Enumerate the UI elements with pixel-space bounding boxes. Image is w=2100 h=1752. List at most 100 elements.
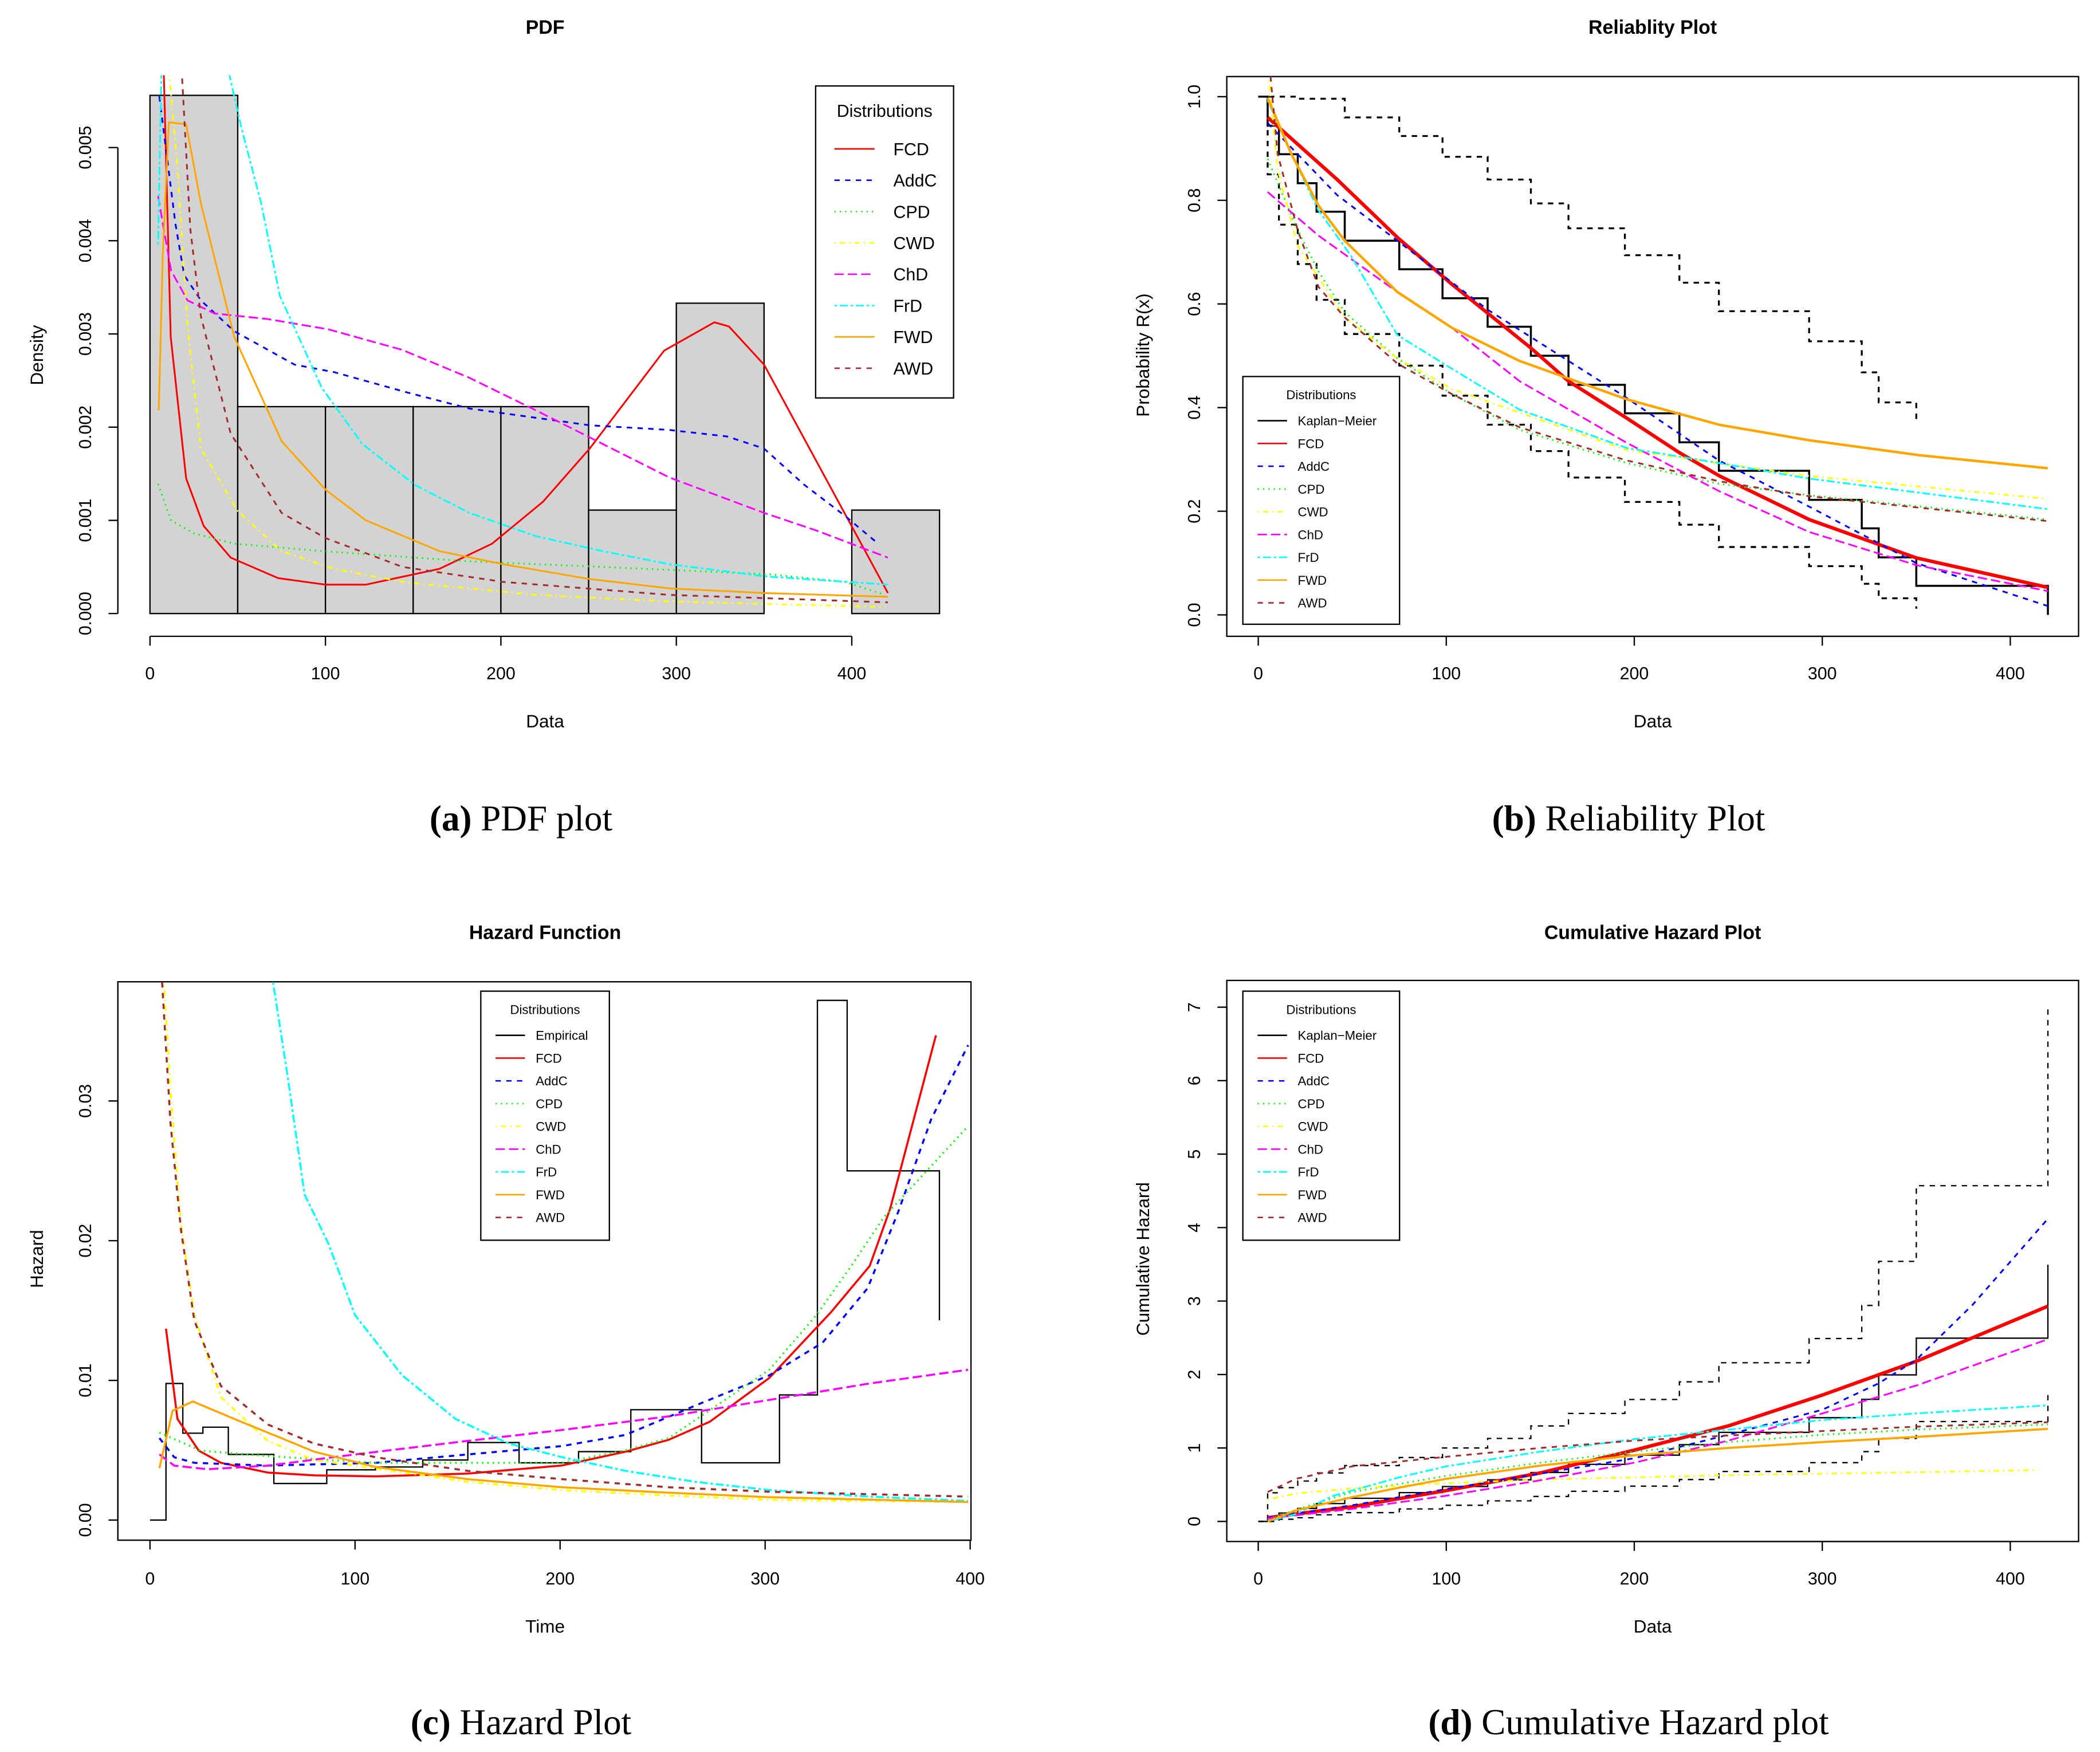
curve-frd (272, 982, 969, 1502)
y-tick-label: 4 (1185, 1223, 1204, 1233)
legend-label-frd: FrD (536, 1165, 557, 1179)
legend-label-fcd: FCD (893, 140, 929, 159)
step-empirical (150, 999, 941, 1521)
x-axis-label: Data (1634, 711, 1672, 731)
legend-title: Distributions (837, 101, 933, 121)
y-tick-label: 0.4 (1185, 396, 1204, 420)
y-tick-label: 0.004 (76, 219, 95, 262)
x-tick-label: 200 (486, 664, 516, 683)
histogram-bar (588, 509, 677, 615)
caption-text: Hazard Plot (451, 1702, 632, 1742)
legend-title: Distributions (1286, 1002, 1356, 1017)
panel-hazard-function: Hazard Function 0 100 200 300 400 0.00 0.01 0.02… (26, 922, 985, 1636)
caption-label: (d) (1428, 1702, 1472, 1742)
x-tick-label: 400 (955, 1569, 985, 1588)
x-tick-label: 0 (1253, 664, 1263, 683)
y-tick-label: 0.0 (1185, 603, 1204, 627)
histogram-bar (412, 405, 502, 615)
legend-title: Distributions (1286, 388, 1356, 402)
caption-label: (b) (1492, 798, 1536, 838)
chart-title: Hazard Function (469, 922, 621, 943)
y-tick-label: 5 (1185, 1149, 1204, 1159)
plot-area (1258, 76, 2049, 615)
curve-fwd (1267, 1427, 2048, 1523)
legend: Distributions Kaplan−Meier FCD AddC CPD CWD Ch… (1242, 990, 1401, 1241)
figure-caption: (a) PDF plot (430, 798, 613, 838)
y-tick-label: 3 (1185, 1296, 1204, 1306)
y-tick-label: 0.03 (76, 1084, 95, 1118)
chart-title: PDF (526, 17, 565, 38)
caption-text: PDF plot (472, 798, 613, 838)
y-tick-label: 0 (1185, 1517, 1204, 1526)
legend-label-cpd: CPD (1298, 482, 1325, 497)
x-axis-label: Data (526, 711, 564, 731)
figure-caption: (b) Reliability Plot (1492, 798, 1765, 838)
x-tick-label: 100 (311, 664, 340, 683)
y-tick-label: 0.005 (76, 126, 95, 170)
curve-chd (1267, 191, 2048, 592)
legend-label-frd: FrD (893, 296, 922, 316)
curve-cpd (157, 483, 886, 596)
legend-box (815, 85, 954, 399)
curve-cwd (1267, 1469, 2039, 1501)
x-tick-label: 300 (750, 1569, 780, 1588)
y-tick-label: 0.01 (76, 1364, 95, 1397)
y-tick-label: 0.00 (76, 1503, 95, 1537)
caption-text: Reliability Plot (1536, 798, 1765, 838)
curve-awd (161, 982, 969, 1498)
legend-label-frd: FrD (1298, 550, 1319, 565)
chart-title: Reliablity Plot (1588, 17, 1717, 38)
curve-fcd (163, 75, 889, 594)
y-tick-label: 6 (1185, 1076, 1204, 1085)
caption-label: (a) (430, 798, 472, 838)
legend-label-fcd: FCD (1298, 436, 1324, 451)
legend: Distributions Empirical FCD AddC CPD CWD ChD Fr… (480, 990, 610, 1241)
legend-label-cwd: CWD (1298, 1120, 1328, 1134)
legend-label-fwd: FWD (1298, 573, 1327, 588)
y-tick-label: 2 (1185, 1369, 1204, 1379)
x-tick-label: 400 (837, 664, 867, 683)
legend-label-cwd: CWD (893, 234, 935, 253)
legend-box (1242, 990, 1401, 1241)
step-kaplan-meier (1258, 96, 2049, 615)
plot-area (149, 75, 941, 615)
y-tick-label: 0.003 (76, 312, 95, 356)
panel-cumulative-hazard-plot: Cumulative Hazard Plot 0 100 200 300 400 0 1 2 3 4… (1132, 922, 2079, 1636)
legend-label-cpd: CPD (1298, 1097, 1325, 1111)
y-tick-label: 0.001 (76, 499, 95, 542)
histogram-bar (500, 405, 589, 615)
curve-chd (157, 195, 888, 559)
figure-caption: (c) Hazard Plot (411, 1702, 632, 1742)
legend-label-fwd: FWD (1298, 1188, 1327, 1202)
y-tick-label: 0.002 (76, 405, 95, 449)
y-tick-label: 0.6 (1185, 292, 1204, 316)
x-axis-label: Data (1634, 1616, 1672, 1636)
curve-cpd (159, 1125, 969, 1464)
curve-fwd (158, 1400, 969, 1503)
legend-label-addc: AddC (1298, 459, 1330, 474)
legend-label-awd: AWD (536, 1211, 565, 1225)
y-axis-label: Hazard (26, 1230, 47, 1288)
curve-frd (1267, 1404, 2048, 1522)
y-tick-label: 0.8 (1185, 188, 1204, 212)
legend-label-chd: ChD (1298, 527, 1323, 542)
curve-addc (158, 1044, 969, 1467)
legend: Distributions FCD AddC CPD CWD ChD FrD FWD AWD (815, 85, 954, 399)
legend-label-awd: AWD (1298, 596, 1327, 611)
legend-label-fwd: FWD (536, 1188, 565, 1202)
x-tick-label: 200 (1620, 664, 1649, 683)
x-tick-label: 0 (145, 1569, 155, 1588)
caption-label: (c) (411, 1702, 451, 1742)
legend-label-cpd: CPD (893, 202, 930, 222)
legend-label-addc: AddC (536, 1074, 568, 1088)
curve-cpd (1267, 1423, 2048, 1521)
legend-label-cwd: CWD (536, 1120, 566, 1134)
x-tick-label: 400 (1996, 664, 2025, 683)
legend-label-awd: AWD (893, 359, 933, 379)
x-tick-label: 100 (340, 1569, 369, 1588)
y-tick-label: 1.0 (1185, 85, 1204, 109)
curve-addc (1267, 1218, 2049, 1519)
curve-frd (1267, 100, 2048, 510)
histogram-bar (324, 405, 414, 615)
